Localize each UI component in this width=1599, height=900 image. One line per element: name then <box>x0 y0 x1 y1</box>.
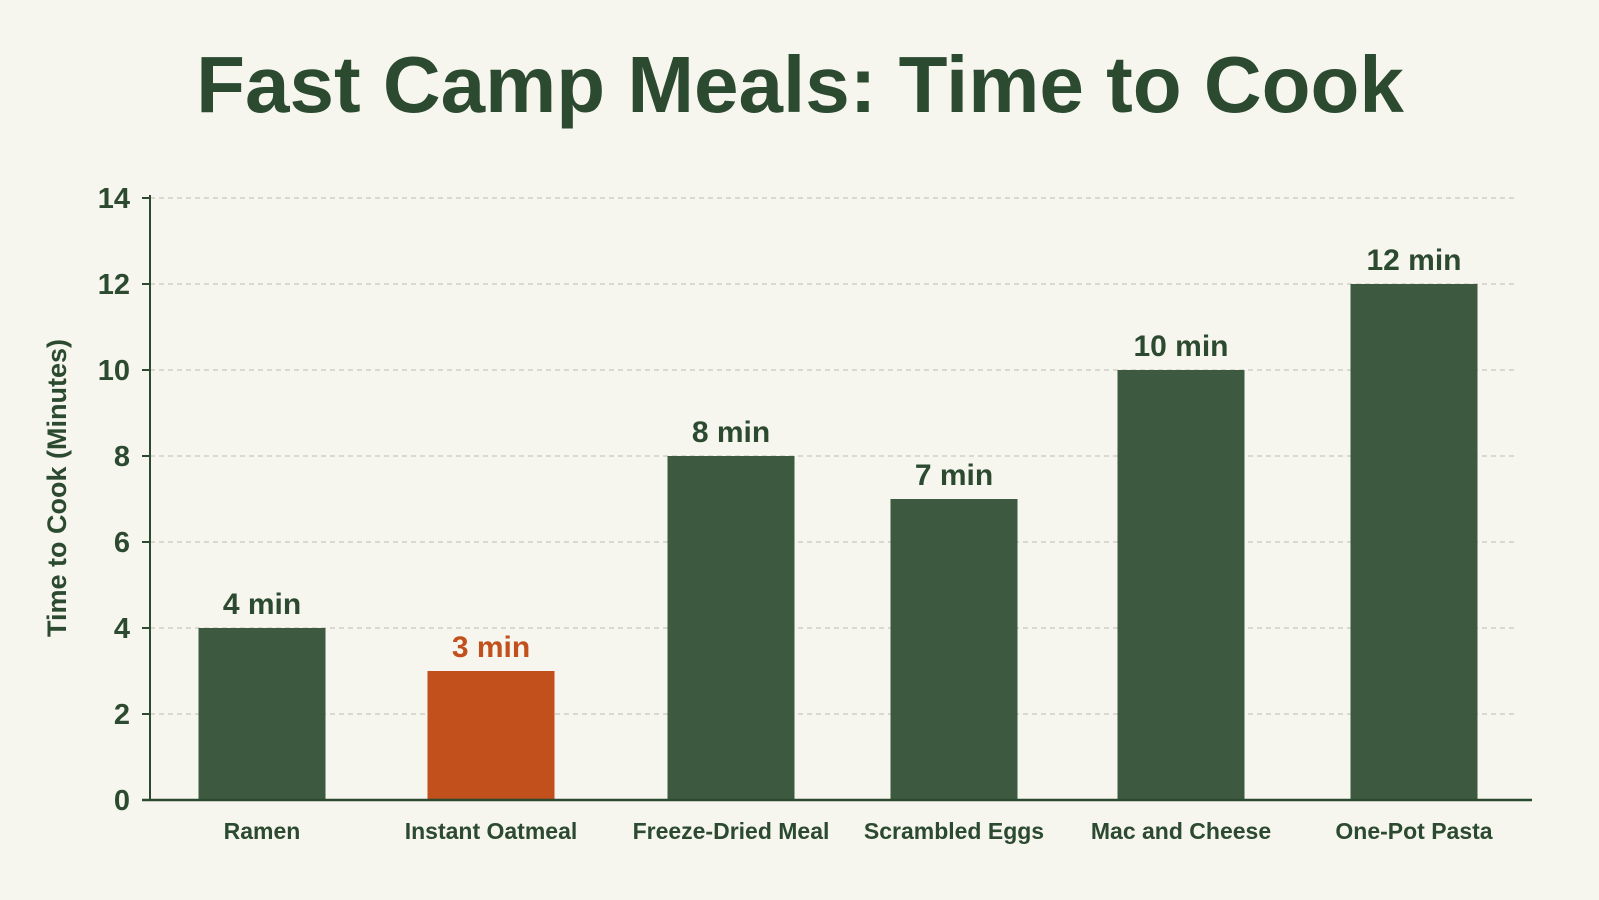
x-category-label: Ramen <box>224 818 301 844</box>
data-label: 12 min <box>1366 244 1461 277</box>
bar-ramen <box>198 628 326 800</box>
y-tick-label: 10 <box>98 355 130 387</box>
bar-freeze-dried-meal <box>667 456 795 800</box>
data-label: 7 min <box>915 459 993 492</box>
y-tick-label: 8 <box>114 441 130 473</box>
x-category-label: One-Pot Pasta <box>1335 818 1492 844</box>
gridlines <box>150 197 1515 715</box>
x-category-label: Scrambled Eggs <box>864 818 1044 844</box>
data-label: 4 min <box>223 588 301 621</box>
chart-title: Fast Camp Meals: Time to Cook <box>196 40 1404 129</box>
bar-mac-and-cheese <box>1117 370 1245 800</box>
data-labels: 4 min 3 min 8 min 7 min 10 min 12 min <box>223 244 1462 664</box>
y-tick-label: 4 <box>114 613 130 645</box>
y-axis-label: Time to Cook (Minutes) <box>42 339 72 637</box>
x-category-label: Mac and Cheese <box>1091 818 1271 844</box>
x-category-label: Instant Oatmeal <box>405 818 578 844</box>
y-tick-label: 14 <box>98 183 130 215</box>
data-label: 3 min <box>452 631 530 664</box>
y-tick-label: 12 <box>98 269 130 301</box>
bar-one-pot-pasta <box>1350 284 1478 800</box>
bar-scrambled-eggs <box>890 499 1018 800</box>
y-tick-label: 2 <box>114 699 130 731</box>
bars <box>198 284 1478 800</box>
data-label: 8 min <box>692 416 770 449</box>
data-label: 10 min <box>1133 330 1228 363</box>
x-category-label: Freeze-Dried Meal <box>633 818 830 844</box>
y-tick-label: 0 <box>114 785 130 817</box>
bar-instant-oatmeal <box>427 671 555 800</box>
x-axis-categories: Ramen Instant Oatmeal Freeze-Dried Meal Scr… <box>224 818 1493 844</box>
y-tick-label: 6 <box>114 527 130 559</box>
y-axis-ticks: 0 2 4 6 8 10 12 14 <box>98 183 150 817</box>
